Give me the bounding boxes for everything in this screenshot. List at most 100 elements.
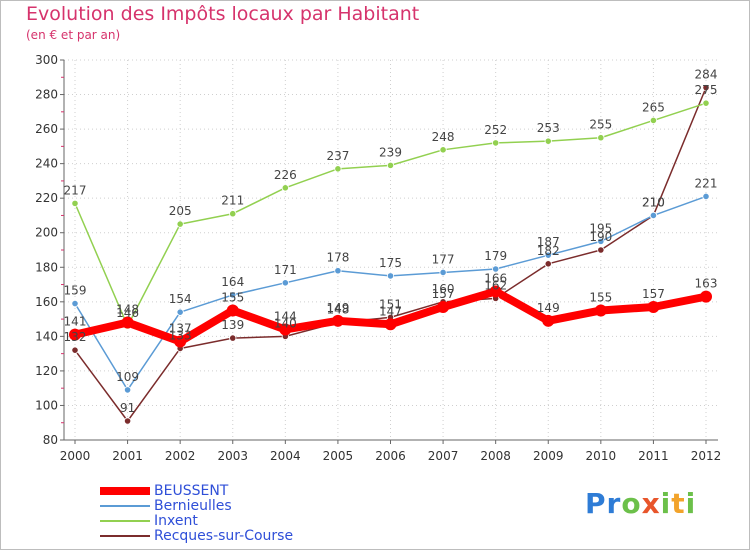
legend-label-beussent: BEUSSENT [154, 483, 229, 499]
data-label-recques-sur-course-2005: 148 [326, 303, 349, 317]
data-label-bernieulles-2003: 164 [221, 275, 244, 289]
data-label-bernieulles-2007: 177 [432, 252, 455, 266]
data-label-recques-sur-course-2004: 140 [274, 316, 297, 330]
series-line-recques-sur-course [74, 86, 707, 422]
point-recques-sur-course-2001 [123, 417, 132, 425]
point-recques-sur-course-2012 [702, 84, 710, 92]
y-tick-label-260: 260 [35, 122, 58, 136]
data-label-recques-sur-course-2012: 284 [695, 68, 718, 82]
point-bernieulles-2002 [176, 308, 184, 316]
point-inxent-2009 [544, 137, 552, 145]
data-label-recques-sur-course-2002: 133 [169, 328, 192, 342]
data-label-bernieulles-2012: 221 [695, 176, 718, 190]
data-label-beussent-2011: 157 [642, 287, 665, 301]
legend-swatch-bernieulles [100, 505, 150, 507]
point-bernieulles-2012 [702, 192, 710, 201]
proxiti-logo: Proxiti [585, 487, 696, 520]
point-bernieulles-2004 [281, 279, 289, 287]
chart-subtitle: (en € et par an) [26, 28, 121, 42]
point-inxent-2006 [386, 161, 395, 169]
y-tick-label-140: 140 [35, 329, 58, 343]
x-tick-label-2004: 2004 [270, 449, 301, 463]
data-label-recques-sur-course-2003: 139 [221, 318, 244, 332]
x-tick-label-2006: 2006 [375, 449, 406, 463]
x-tick-label-2008: 2008 [480, 449, 511, 463]
legend-swatch-beussent [100, 487, 150, 495]
data-label-bernieulles-2008: 179 [484, 249, 507, 263]
data-label-beussent-2009: 149 [537, 301, 560, 315]
data-label-beussent-2003: 155 [221, 290, 244, 304]
data-label-inxent-2011: 265 [642, 100, 665, 114]
legend-swatch-inxent [100, 520, 150, 522]
legend-label-bernieulles: Bernieulles [154, 498, 232, 514]
data-label-recques-sur-course-2001: 91 [120, 401, 135, 415]
x-tick-label-2001: 2001 [112, 449, 143, 463]
point-beussent-2006 [384, 318, 397, 331]
data-label-bernieulles-2000: 159 [64, 284, 87, 298]
data-label-bernieulles-2011: 210 [642, 195, 665, 209]
x-tick-label-2005: 2005 [323, 449, 354, 463]
point-beussent-2009 [542, 314, 555, 327]
data-label-beussent-2010: 155 [589, 290, 612, 304]
x-tick-label-2000: 2000 [60, 449, 91, 463]
point-recques-sur-course-2010 [597, 246, 605, 254]
data-label-bernieulles-2002: 154 [169, 292, 192, 306]
y-tick-label-80: 80 [43, 433, 58, 447]
data-label-inxent-2009: 253 [537, 121, 560, 135]
logo-letter: P [585, 487, 607, 520]
data-label-bernieulles-2001: 109 [116, 370, 139, 384]
data-label-beussent-2001: 148 [116, 303, 139, 317]
x-tick-label-2009: 2009 [533, 449, 564, 463]
y-tick-label-220: 220 [35, 191, 58, 205]
logo-letter: x [641, 487, 661, 520]
data-label-inxent-2006: 239 [379, 145, 402, 159]
point-beussent-2003 [226, 304, 239, 317]
data-label-recques-sur-course-2000: 132 [64, 330, 87, 344]
x-tick-label-2011: 2011 [638, 449, 669, 463]
y-tick-label-160: 160 [35, 295, 58, 309]
point-beussent-2000 [69, 328, 81, 341]
x-tick-label-2003: 2003 [217, 449, 248, 463]
x-tick-label-2010: 2010 [586, 449, 617, 463]
point-beussent-2005 [331, 314, 344, 327]
logo-letter: i [660, 487, 672, 520]
point-inxent-2007 [439, 146, 447, 154]
point-bernieulles-2000 [71, 299, 79, 308]
point-beussent-2012 [700, 290, 712, 303]
point-beussent-2011 [647, 301, 660, 313]
point-bernieulles-2006 [386, 272, 395, 280]
data-label-recques-sur-course-2008: 162 [484, 278, 507, 292]
data-label-inxent-2003: 211 [221, 194, 244, 208]
logo-letter: r [606, 487, 622, 520]
data-label-recques-sur-course-2009: 182 [537, 244, 560, 258]
point-bernieulles-2007 [439, 268, 447, 277]
data-label-bernieulles-2005: 178 [326, 251, 349, 265]
data-label-bernieulles-2006: 175 [379, 256, 402, 270]
point-recques-sur-course-2009 [544, 260, 552, 268]
data-label-inxent-2007: 248 [432, 130, 455, 144]
point-bernieulles-2011 [649, 211, 658, 220]
data-label-inxent-2001: 146 [116, 306, 139, 320]
legend-swatch-recques-sur-course [100, 535, 150, 537]
point-inxent-2010 [597, 134, 605, 142]
data-label-bernieulles-2010: 195 [589, 221, 612, 235]
data-label-inxent-2010: 255 [589, 118, 612, 132]
point-bernieulles-2010 [597, 237, 605, 245]
y-tick-label-300: 300 [35, 53, 58, 67]
point-beussent-2002 [174, 335, 187, 348]
data-label-beussent-2012: 163 [695, 277, 718, 291]
data-label-inxent-2004: 226 [274, 168, 297, 182]
point-bernieulles-2008 [492, 265, 500, 273]
data-label-inxent-2012: 275 [695, 83, 718, 97]
point-recques-sur-course-2003 [229, 334, 237, 342]
point-beussent-2001 [121, 316, 134, 329]
point-recques-sur-course-2000 [71, 346, 79, 354]
legend-label-inxent: Inxent [154, 513, 198, 529]
point-bernieulles-2001 [123, 386, 132, 394]
x-tick-label-2012: 2012 [691, 449, 722, 463]
point-inxent-2005 [334, 165, 342, 173]
point-bernieulles-2009 [544, 251, 552, 259]
data-label-beussent-2000: 141 [64, 315, 87, 329]
data-label-beussent-2007: 157 [432, 287, 455, 301]
